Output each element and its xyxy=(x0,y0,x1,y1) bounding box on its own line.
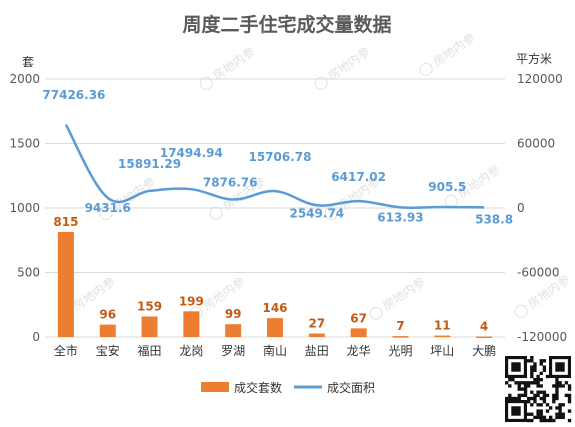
category-label: 龙岗 xyxy=(179,344,203,358)
line-value-label: 15706.78 xyxy=(248,150,311,164)
legend: 成交套数 成交面积 xyxy=(201,380,375,395)
category-label: 全市 xyxy=(54,343,78,358)
left-tick-label: 1000 xyxy=(9,201,40,215)
line-series xyxy=(64,124,485,209)
bar xyxy=(308,333,325,337)
category-label: 龙华 xyxy=(347,344,371,358)
category-axis-labels: 全市 宝安 福田 龙岗 罗湖 南山 盐田 龙华 光明 坪山 大鹏 xyxy=(54,343,496,358)
left-tick-label: 0 xyxy=(32,330,40,344)
left-axis-ticks: 0 500 1000 1500 2000 xyxy=(9,72,40,344)
category-label: 罗湖 xyxy=(221,343,245,358)
legend-bar-swatch xyxy=(201,382,229,392)
bar xyxy=(141,316,158,337)
bar-value-label: 199 xyxy=(179,294,204,308)
bar xyxy=(99,324,116,337)
category-label: 坪山 xyxy=(430,344,454,358)
line-value-label: 17494.94 xyxy=(160,146,223,160)
bar-value-label: 815 xyxy=(53,215,78,229)
watermark: 房地内参 xyxy=(199,43,258,90)
left-tick-label: 2000 xyxy=(9,72,40,86)
left-tick-label: 500 xyxy=(17,266,40,280)
category-label: 大鹏 xyxy=(472,344,496,358)
bar xyxy=(183,311,200,337)
chart-title: 周度二手住宅成交量数据 xyxy=(182,13,391,36)
bar-value-label: 4 xyxy=(480,319,488,333)
bar-value-label: 7 xyxy=(396,319,404,333)
bar-value-label: 27 xyxy=(308,317,325,331)
line-value-label: 905.5 xyxy=(428,180,466,194)
legend-line-label: 成交面积 xyxy=(327,380,375,395)
category-label: 光明 xyxy=(388,344,412,358)
bar xyxy=(267,318,283,337)
left-tick-label: 1500 xyxy=(9,137,40,151)
bar-series xyxy=(57,231,493,338)
right-tick-label: 60000 xyxy=(517,137,555,151)
legend-bar-label: 成交套数 xyxy=(234,380,282,395)
area-line xyxy=(64,124,485,209)
bar-value-label: 159 xyxy=(137,299,162,313)
bar xyxy=(392,336,409,338)
right-axis-unit: 平方米 xyxy=(516,51,552,66)
category-label: 盐田 xyxy=(305,344,329,358)
line-value-label: 538.8 xyxy=(475,212,513,226)
bar xyxy=(57,231,74,337)
line-value-label: 15891.29 xyxy=(118,157,181,171)
bar-value-label: 99 xyxy=(225,307,242,321)
line-value-label: 7876.76 xyxy=(203,176,258,190)
svg-text:房地内参: 房地内参 xyxy=(325,43,373,83)
qr-code-icon xyxy=(503,354,573,424)
right-tick-label: 120000 xyxy=(517,72,563,86)
bar-value-label: 11 xyxy=(434,319,451,333)
bar-value-label: 96 xyxy=(99,308,116,322)
line-value-label: 77426.36 xyxy=(42,88,105,102)
bar-value-label: 146 xyxy=(262,301,287,315)
bar-value-label: 67 xyxy=(350,311,367,325)
right-axis-ticks: -120000 -60000 0 60000 120000 xyxy=(517,72,567,344)
watermark: 房地内参 xyxy=(314,43,373,90)
line-value-label: 9431.6 xyxy=(85,201,131,215)
left-axis-unit: 套 xyxy=(22,55,34,69)
bar xyxy=(350,328,367,337)
bar xyxy=(225,324,242,337)
line-value-label: 6417.02 xyxy=(331,170,386,184)
bar-data-labels: 815 96 159 199 99 146 27 67 7 11 4 xyxy=(53,215,488,334)
line-value-label: 2549.74 xyxy=(289,206,344,220)
category-label: 南山 xyxy=(263,343,287,358)
right-tick-label: -120000 xyxy=(517,330,567,344)
right-tick-label: 0 xyxy=(517,201,525,215)
line-value-label: 613.93 xyxy=(377,210,423,224)
svg-text:房地内参: 房地内参 xyxy=(210,43,258,83)
bar xyxy=(434,335,451,338)
category-label: 宝安 xyxy=(96,343,120,358)
watermark: 房地内参 xyxy=(99,173,158,220)
watermark: 房地内参 xyxy=(419,29,478,76)
watermark: 房地内参 xyxy=(369,273,428,320)
svg-text:房地内参: 房地内参 xyxy=(380,273,428,313)
bar xyxy=(476,336,493,338)
svg-text:房地内参: 房地内参 xyxy=(430,29,478,69)
right-tick-label: -60000 xyxy=(517,266,560,280)
category-label: 福田 xyxy=(138,343,162,358)
